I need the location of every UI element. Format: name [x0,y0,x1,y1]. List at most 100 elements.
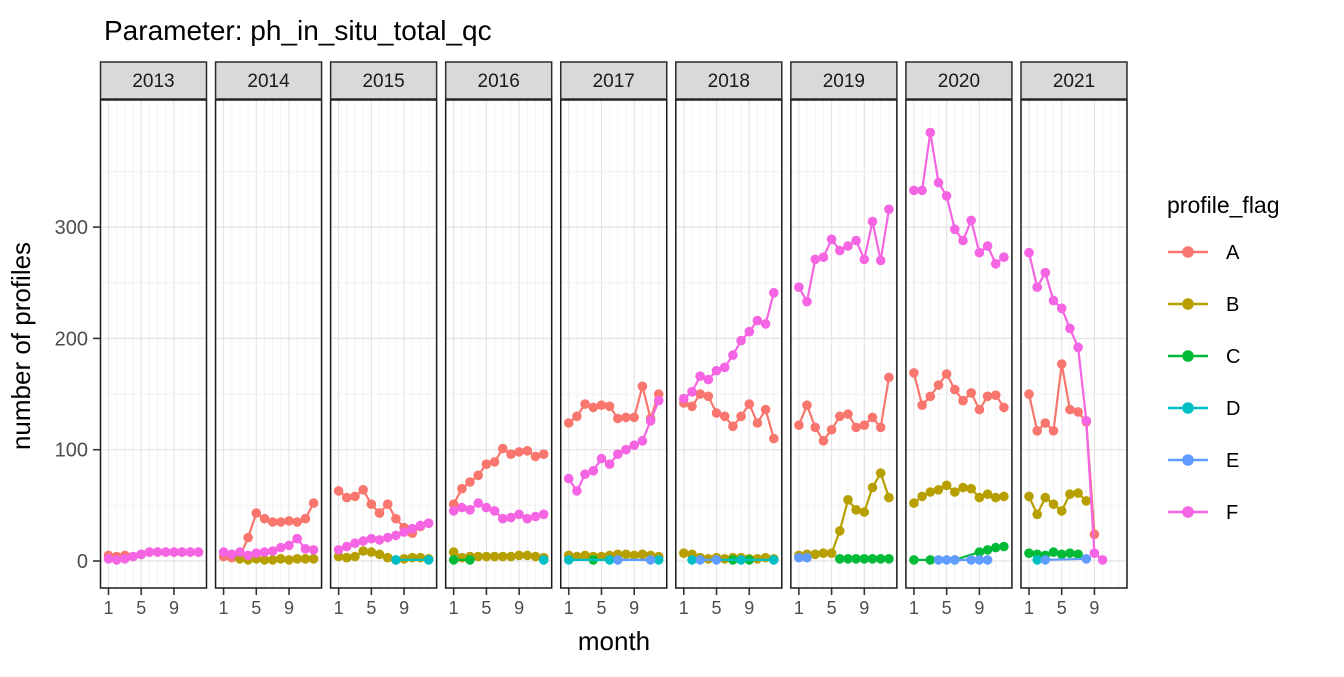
data-point-A [514,447,524,457]
data-point-B [506,551,516,562]
data-point-A [350,491,360,502]
series-E [933,555,993,565]
x-tick-label: 5 [827,598,837,618]
y-axis: 0 100 200 300 [55,217,100,573]
panel-border [1020,99,1128,589]
series-C [448,555,475,565]
data-point-D [538,555,549,565]
data-point-F [1089,548,1100,558]
data-point-E [966,555,976,565]
facet-strip-2017: 2017 [559,61,668,100]
data-point-A [990,390,1001,401]
data-point-B [267,555,278,565]
series-F [1024,247,1108,565]
data-point-F [719,362,730,373]
series-F [563,395,664,496]
data-point-F [941,191,952,201]
data-point-A [1024,389,1034,399]
data-point-F [884,204,894,215]
facet-strip-2021: 2021 [1020,61,1128,100]
data-point-A [580,399,590,409]
x-tick-label: 9 [974,598,984,618]
data-point-F [300,544,311,554]
data-point-A [851,422,861,433]
y-axis-label: number of profiles [6,242,36,450]
data-point-A [465,477,475,487]
data-point-A [728,421,738,432]
data-point-A [481,459,492,470]
legend-entry-label: E [1226,450,1239,472]
data-point-B [308,554,319,564]
data-point-F [465,505,475,515]
x-tick-label: 1 [679,598,689,618]
y-tick-label: 200 [55,328,88,350]
legend-entry-C: C [1168,346,1240,368]
legend-key-point [1182,402,1194,414]
data-point-B [1065,489,1075,500]
data-point-F [1073,342,1083,353]
panel-background [675,100,782,588]
data-point-F [342,541,352,552]
data-point-B [292,554,303,564]
data-point-C [851,554,861,564]
strip-label: 2016 [478,71,520,92]
data-point-A [251,508,262,518]
data-point-F [637,436,648,446]
data-point-F [1040,267,1051,278]
data-point-A [276,517,286,527]
data-point-A [538,449,549,460]
data-point-A [629,412,639,423]
data-point-A [588,402,599,413]
data-point-B [752,554,763,564]
data-point-F [152,547,163,557]
legend-key-point [1182,298,1194,310]
facet-panel-2015 [329,99,438,589]
data-point-A [506,449,516,460]
chart-title: Parameter: ph_in_situ_total_qc [104,15,492,46]
data-point-F [391,530,401,541]
facet-strip-2020: 2020 [905,61,1013,100]
data-point-A [1048,426,1059,436]
data-point-F [925,127,936,138]
x-tick-label: 5 [251,598,261,618]
data-point-A [637,381,648,392]
data-point-B [826,548,837,558]
data-point-A [572,411,582,422]
data-point-B [917,491,927,502]
data-point-C [909,555,919,565]
data-point-F [851,235,861,246]
data-point-F [974,247,985,258]
strip-box [214,61,323,100]
data-point-F [358,536,369,546]
legend: A B C D E F [1168,242,1240,524]
data-point-F [514,509,524,520]
facet-strip-2014: 2014 [214,61,323,100]
data-point-A [1032,426,1042,436]
data-point-F [185,547,196,557]
strip-label: 2018 [708,71,750,92]
data-point-F [161,547,171,557]
data-point-A [1065,404,1075,415]
data-point-F [679,393,689,404]
data-point-C [884,554,894,564]
legend-entry-B: B [1168,294,1239,316]
data-point-C [465,555,475,565]
data-point-D [1032,555,1042,565]
series-D [1032,555,1042,565]
series-E [613,555,656,565]
x-tick-label: 9 [284,598,294,618]
data-point-A [530,451,541,462]
series-C [1024,547,1083,561]
data-point-F [999,252,1009,262]
data-point-A [974,404,985,415]
x-tick-label: 9 [1089,598,1099,618]
data-point-A [267,517,278,527]
data-point-F [1048,295,1059,306]
data-point-F [794,282,804,293]
data-point-E [941,555,952,565]
data-point-F [613,449,623,460]
data-point-A [843,409,853,419]
data-point-A [826,424,837,435]
data-point-F [917,185,927,196]
